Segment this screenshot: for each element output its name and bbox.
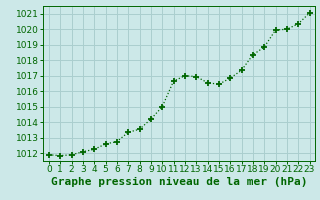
X-axis label: Graphe pression niveau de la mer (hPa): Graphe pression niveau de la mer (hPa)	[51, 177, 308, 187]
